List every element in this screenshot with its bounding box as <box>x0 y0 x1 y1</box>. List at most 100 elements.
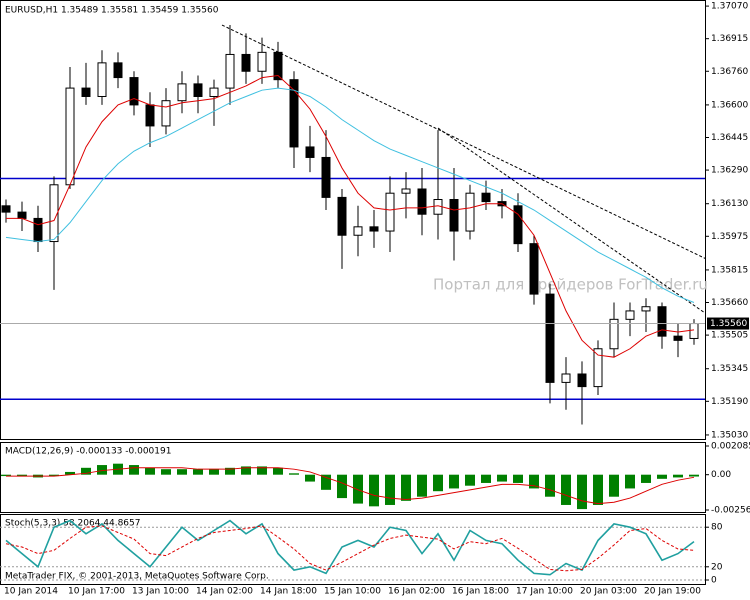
candle-body <box>1 205 11 213</box>
candle-body <box>193 83 203 97</box>
main-panel <box>0 0 706 440</box>
y-tick-label: 0.002085 <box>711 442 750 452</box>
macd-bar <box>689 474 699 477</box>
macd-bar <box>353 474 363 504</box>
candle-body <box>481 192 491 203</box>
macd-bar <box>337 474 347 499</box>
macd-bar <box>241 466 251 475</box>
stoch-line <box>5 519 695 576</box>
candle-body <box>81 87 91 97</box>
macd-bar <box>673 474 683 478</box>
candle-body <box>545 293 555 383</box>
macd-bar <box>49 474 59 477</box>
stoch-line <box>5 525 695 572</box>
y-tick-label: -0.002566 <box>711 506 750 516</box>
macd-bar <box>449 474 459 489</box>
y-tick-label: 1.36445 <box>711 133 748 143</box>
macd-bar <box>369 474 379 507</box>
x-tick-label: 10 Jan 17:00 <box>68 587 125 597</box>
macd-bar <box>97 465 107 475</box>
moving-average <box>6 74 695 358</box>
candle-body <box>17 211 27 219</box>
candle-body <box>257 51 267 72</box>
candle-body <box>449 199 459 232</box>
macd-bar <box>561 474 571 505</box>
macd-bar <box>497 474 507 482</box>
candle-body <box>65 87 75 186</box>
footer: MetaTrader FIX, © 2001-2013, MetaQuotes … <box>5 572 269 582</box>
y-tick-label: 1.35505 <box>711 331 748 341</box>
candle-body <box>289 79 299 148</box>
macd-bar <box>161 469 171 475</box>
candle-body <box>385 192 395 232</box>
macd-bar <box>81 467 91 475</box>
candle-body <box>321 156 331 198</box>
macd-bar <box>657 474 667 479</box>
macd-title: MACD(12,26,9) -0.000133 -0.000191 <box>5 447 171 457</box>
candle-body <box>33 217 43 243</box>
candle-body <box>401 188 411 194</box>
macd-bar <box>401 474 411 501</box>
x-tick-label: 10 Jan 2014 <box>4 587 58 597</box>
macd-bar <box>305 474 315 482</box>
macd-bar <box>225 467 235 475</box>
y-tick-label: 1.35190 <box>711 397 748 407</box>
candle-body <box>609 318 619 350</box>
candle-body <box>577 373 587 388</box>
trend-line <box>221 24 706 259</box>
macd-signal <box>6 467 695 505</box>
macd-bar <box>385 474 395 505</box>
x-tick-label: 16 Jan 02:00 <box>388 587 445 597</box>
y-tick-label: 1.35815 <box>711 265 748 275</box>
macd-bar <box>257 466 267 475</box>
candle-body <box>513 205 523 245</box>
candle-body <box>113 62 123 79</box>
x-tick-label: 17 Jan 10:00 <box>516 587 573 597</box>
y-tick-label: 1.35030 <box>711 430 748 440</box>
watermark: Портал для трейдеров ForTrader.ru <box>433 276 708 294</box>
candle-body <box>529 243 539 295</box>
macd-bar <box>609 474 619 497</box>
y-tick-label: 0 <box>711 576 717 586</box>
candle-body <box>177 83 187 102</box>
y-tick-label: 80 <box>711 523 723 533</box>
macd-bar <box>145 467 155 475</box>
moving-average <box>5 87 695 303</box>
price-tag: 1.35560 <box>710 319 747 329</box>
stoch-panel <box>0 514 706 585</box>
y-tick-label: 1.36290 <box>711 166 748 176</box>
candle-body <box>673 335 683 341</box>
x-tick-label: 20 Jan 03:00 <box>580 587 637 597</box>
y-tick-label: 1.37070 <box>711 2 748 12</box>
candle-body <box>273 51 283 81</box>
macd-bar <box>641 474 651 483</box>
y-tick-label: 1.35660 <box>711 298 748 308</box>
candle-body <box>465 192 475 232</box>
macd-bar <box>321 474 331 490</box>
candle-body <box>145 104 155 127</box>
macd-bar <box>593 474 603 505</box>
candle-body <box>593 348 603 388</box>
y-tick-label: 1.36600 <box>711 100 748 110</box>
macd-bar <box>625 474 635 489</box>
macd-bar <box>433 474 443 492</box>
candle-body <box>209 87 219 97</box>
macd-bar <box>273 467 283 475</box>
macd-panel <box>0 442 706 513</box>
candle-body <box>49 184 59 243</box>
candle-body <box>417 188 427 215</box>
macd-bar <box>65 471 75 475</box>
macd-bar <box>129 465 139 475</box>
macd-bar <box>417 474 427 497</box>
candle-body <box>369 226 379 232</box>
candle-body <box>641 306 651 312</box>
y-tick-label: 1.35345 <box>711 364 748 374</box>
y-tick-label: 20 <box>711 562 723 572</box>
macd-bar <box>513 474 523 483</box>
macd-bar <box>209 469 219 475</box>
x-tick-label: 13 Jan 10:00 <box>132 587 189 597</box>
macd-bar <box>529 474 539 489</box>
x-tick-label: 15 Jan 10:00 <box>324 587 381 597</box>
candle-body <box>241 53 251 72</box>
